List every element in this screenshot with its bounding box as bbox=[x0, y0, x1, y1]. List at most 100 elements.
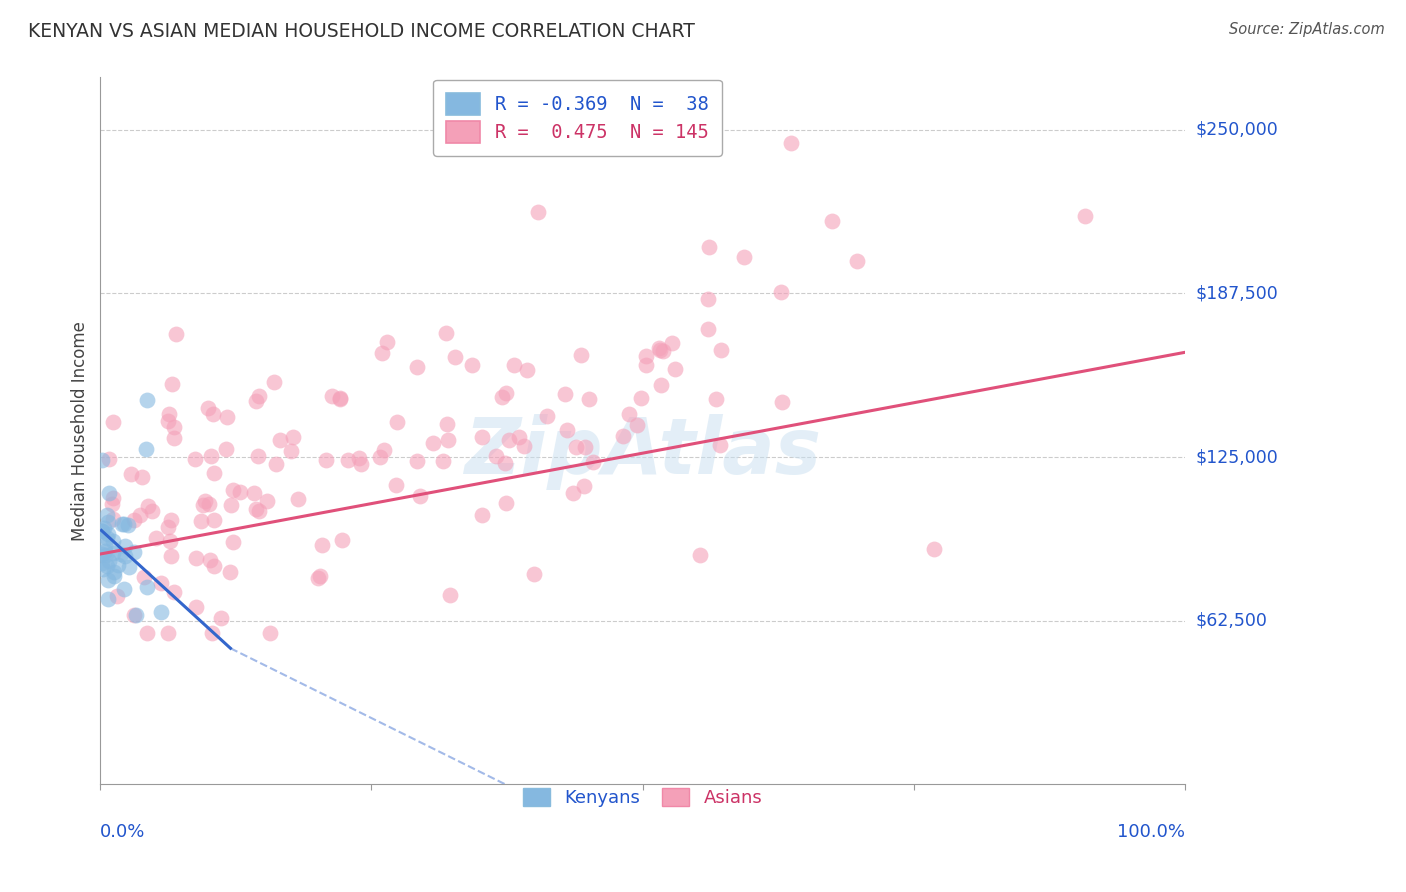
Point bbox=[114, 549, 136, 564]
Point bbox=[405, 359, 427, 374]
Point bbox=[98, 485, 121, 500]
Point bbox=[162, 585, 184, 599]
Point bbox=[101, 546, 124, 560]
Point bbox=[97, 592, 120, 607]
Point bbox=[498, 434, 520, 448]
Point bbox=[193, 499, 215, 513]
Point bbox=[136, 499, 159, 513]
Point bbox=[311, 538, 333, 552]
Point bbox=[697, 292, 720, 306]
Point bbox=[555, 423, 578, 437]
Point bbox=[259, 625, 281, 640]
Point bbox=[122, 545, 145, 559]
Point bbox=[190, 514, 212, 528]
Point bbox=[846, 253, 869, 268]
Point bbox=[110, 547, 132, 561]
Point bbox=[503, 358, 526, 372]
Point bbox=[132, 570, 155, 584]
Point bbox=[922, 541, 945, 556]
Y-axis label: Median Household Income: Median Household Income bbox=[72, 321, 89, 541]
Point bbox=[112, 517, 135, 532]
Point bbox=[484, 449, 506, 463]
Point bbox=[565, 440, 588, 454]
Point bbox=[330, 533, 353, 547]
Point bbox=[117, 517, 139, 532]
Point bbox=[307, 571, 329, 585]
Text: KENYAN VS ASIAN MEDIAN HOUSEHOLD INCOME CORRELATION CHART: KENYAN VS ASIAN MEDIAN HOUSEHOLD INCOME … bbox=[28, 22, 695, 41]
Point bbox=[159, 513, 181, 527]
Point bbox=[100, 497, 122, 511]
Point bbox=[184, 551, 207, 566]
Point bbox=[263, 376, 285, 390]
Point bbox=[96, 559, 118, 574]
Point bbox=[107, 558, 129, 573]
Point bbox=[157, 407, 180, 421]
Point bbox=[444, 350, 467, 364]
Text: 100.0%: 100.0% bbox=[1116, 823, 1185, 841]
Text: Source: ZipAtlas.com: Source: ZipAtlas.com bbox=[1229, 22, 1385, 37]
Point bbox=[98, 452, 121, 467]
Point bbox=[617, 407, 640, 421]
Point bbox=[508, 429, 530, 443]
Point bbox=[648, 341, 671, 355]
Point bbox=[280, 444, 302, 458]
Point bbox=[256, 494, 278, 508]
Point bbox=[202, 407, 225, 421]
Point bbox=[135, 442, 157, 457]
Point bbox=[122, 513, 145, 527]
Point bbox=[197, 401, 219, 415]
Point bbox=[495, 386, 517, 401]
Point bbox=[437, 434, 460, 448]
Point bbox=[222, 483, 245, 497]
Point bbox=[194, 494, 217, 508]
Point bbox=[94, 544, 117, 558]
Text: $125,000: $125,000 bbox=[1195, 448, 1278, 467]
Point bbox=[494, 456, 516, 470]
Point bbox=[436, 417, 458, 431]
Point bbox=[385, 416, 408, 430]
Point bbox=[371, 346, 394, 360]
Point bbox=[636, 350, 658, 364]
Point bbox=[368, 450, 391, 464]
Point bbox=[582, 455, 605, 469]
Point bbox=[163, 431, 186, 445]
Point bbox=[247, 389, 270, 403]
Point bbox=[103, 569, 125, 583]
Point bbox=[97, 515, 120, 529]
Point bbox=[651, 343, 673, 358]
Point bbox=[98, 554, 121, 568]
Point bbox=[145, 531, 167, 545]
Point bbox=[321, 388, 343, 402]
Point bbox=[710, 343, 733, 357]
Point bbox=[626, 418, 648, 433]
Point bbox=[101, 534, 124, 549]
Point bbox=[221, 498, 243, 512]
Point bbox=[202, 513, 225, 527]
Point bbox=[120, 467, 142, 481]
Point bbox=[650, 378, 672, 392]
Point bbox=[122, 608, 145, 623]
Point bbox=[780, 136, 803, 150]
Point bbox=[90, 556, 112, 570]
Point bbox=[347, 450, 370, 465]
Point bbox=[1074, 209, 1097, 223]
Point bbox=[329, 392, 352, 406]
Point bbox=[202, 466, 225, 480]
Point bbox=[554, 387, 576, 401]
Point bbox=[516, 363, 538, 377]
Point bbox=[439, 588, 461, 602]
Legend: Kenyans, Asians: Kenyans, Asians bbox=[516, 780, 769, 814]
Point bbox=[200, 449, 222, 463]
Point bbox=[648, 343, 671, 357]
Point bbox=[131, 470, 153, 484]
Point bbox=[704, 392, 727, 407]
Point bbox=[612, 428, 634, 442]
Point bbox=[215, 442, 238, 456]
Point bbox=[432, 453, 454, 467]
Point bbox=[125, 607, 148, 622]
Point bbox=[461, 358, 484, 372]
Text: 0.0%: 0.0% bbox=[100, 823, 146, 841]
Point bbox=[91, 524, 114, 538]
Point bbox=[94, 548, 117, 562]
Point bbox=[96, 531, 118, 545]
